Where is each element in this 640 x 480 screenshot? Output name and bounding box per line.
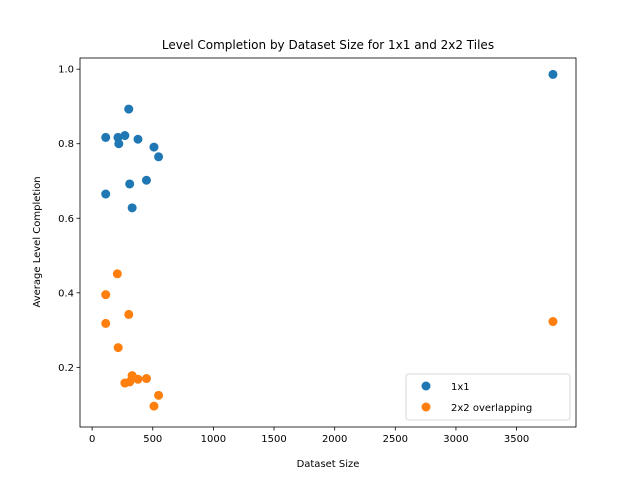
x-axis-label: Dataset Size — [297, 459, 360, 470]
data-point — [124, 309, 134, 319]
data-point — [149, 142, 159, 152]
series-2 — [101, 269, 558, 411]
y-axis-label: Average Level Completion — [32, 176, 43, 307]
x-tick-label: 1500 — [261, 434, 286, 445]
x-axis-ticks: 0 500 1000 1500 2000 2500 3000 3500 — [89, 427, 529, 445]
data-point — [101, 290, 111, 300]
x-tick-label: 3000 — [443, 434, 468, 445]
data-point — [141, 374, 151, 384]
data-point — [133, 374, 143, 384]
data-point — [149, 401, 159, 411]
data-point — [154, 390, 164, 400]
legend-marker — [421, 381, 431, 391]
data-point — [120, 131, 130, 141]
legend: 1x1 2x2 overlapping — [405, 373, 571, 421]
data-point — [141, 175, 151, 185]
chart-title: Level Completion by Dataset Size for 1x1… — [162, 38, 494, 52]
data-point — [124, 104, 134, 114]
data-points — [101, 69, 558, 411]
data-point — [113, 343, 123, 353]
x-tick-label: 1000 — [201, 434, 226, 445]
y-tick-label: 0.4 — [58, 288, 74, 299]
x-tick-label: 500 — [143, 434, 162, 445]
data-point — [154, 152, 164, 162]
y-axis-ticks: 0.2 0.4 0.6 0.8 1.0 — [58, 65, 80, 374]
y-tick-label: 0.6 — [58, 214, 74, 225]
series-1 — [101, 69, 558, 213]
y-tick-label: 0.8 — [58, 139, 74, 150]
data-point — [112, 269, 122, 279]
y-tick-label: 1.0 — [58, 65, 74, 76]
data-point — [114, 139, 124, 149]
plot-area — [79, 57, 577, 428]
data-point — [133, 134, 143, 144]
data-point — [101, 189, 111, 199]
data-point — [101, 132, 111, 142]
legend-marker — [421, 402, 431, 412]
x-tick-label: 0 — [89, 434, 95, 445]
data-point — [127, 203, 137, 213]
x-tick-label: 2000 — [322, 434, 347, 445]
legend-box — [405, 373, 571, 421]
data-point — [548, 317, 558, 327]
legend-label: 1x1 — [451, 382, 470, 393]
x-tick-label: 2500 — [383, 434, 408, 445]
data-point — [548, 69, 558, 79]
data-point — [125, 179, 135, 189]
x-tick-label: 3500 — [504, 434, 529, 445]
plot-frame — [79, 57, 577, 428]
data-point — [101, 318, 111, 328]
legend-label: 2x2 overlapping — [451, 403, 532, 414]
y-tick-label: 0.2 — [58, 363, 74, 374]
